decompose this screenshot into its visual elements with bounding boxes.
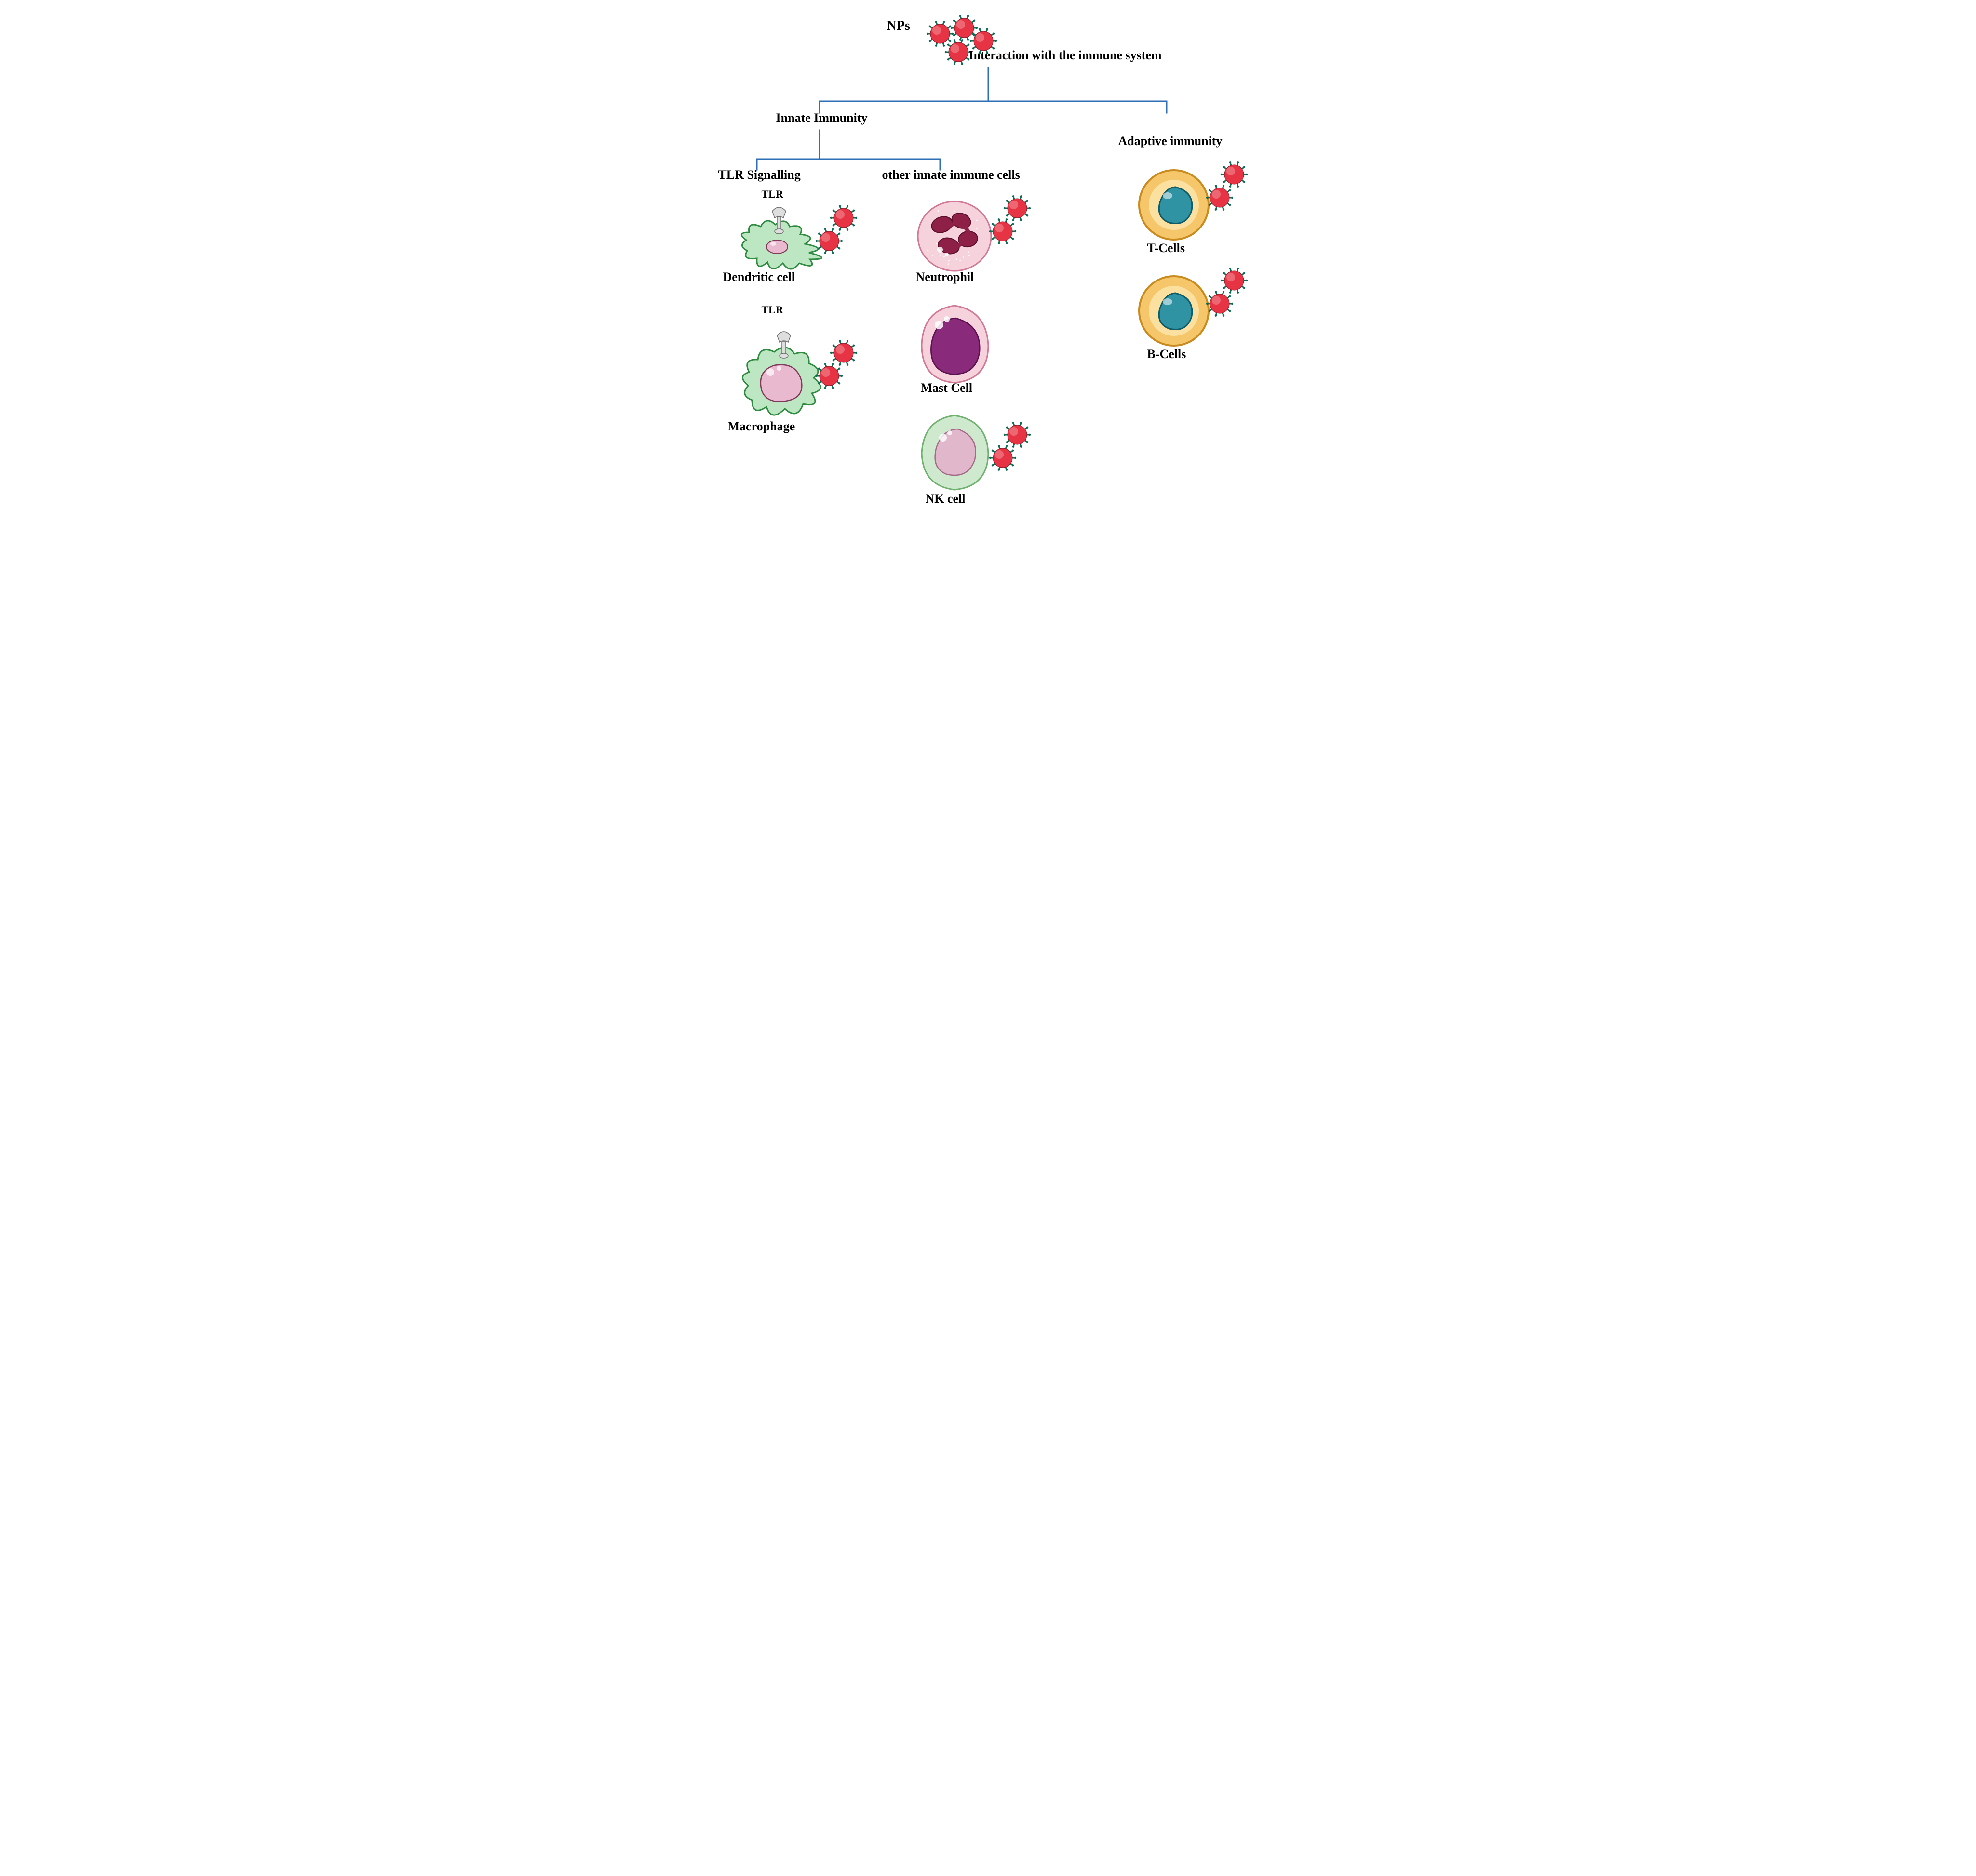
tcells-label: T-Cells [1147,241,1185,255]
dc-tlr-label: TLR [762,188,783,201]
np-pair-bcell-icon [1200,265,1253,325]
np-pair-dendritic-icon [810,202,863,263]
tlr-signalling-label: TLR Signalling [718,168,801,182]
other-cells-label: other innate immune cells [882,168,1020,182]
np-pair-neutrophil-icon [983,193,1036,253]
np-pair-nk-icon [983,419,1036,480]
mast-label: Mast Cell [921,381,973,395]
np-pair-macrophage-icon [810,337,863,398]
np-cluster-top-icon [926,14,1008,75]
nk-label: NK cell [926,492,966,506]
macrophage-label: Macrophage [728,419,795,434]
adaptive-label: Adaptive immunity [1118,134,1223,148]
nps-label: NPs [887,18,910,34]
mac-tlr-label: TLR [762,304,783,316]
innate-label: Innate Immunity [776,111,868,125]
neutrophil-label: Neutrophil [916,270,974,284]
np-pair-tcell-icon [1200,159,1253,219]
dendritic-label: Dendritic cell [723,270,795,284]
interaction-label: Interaction with the immune system [969,48,1162,63]
bcells-label: B-Cells [1147,347,1186,362]
mast-cell-icon [911,299,998,393]
diagram-canvas: NPs Interaction with the immune system Inn… [699,0,1277,549]
